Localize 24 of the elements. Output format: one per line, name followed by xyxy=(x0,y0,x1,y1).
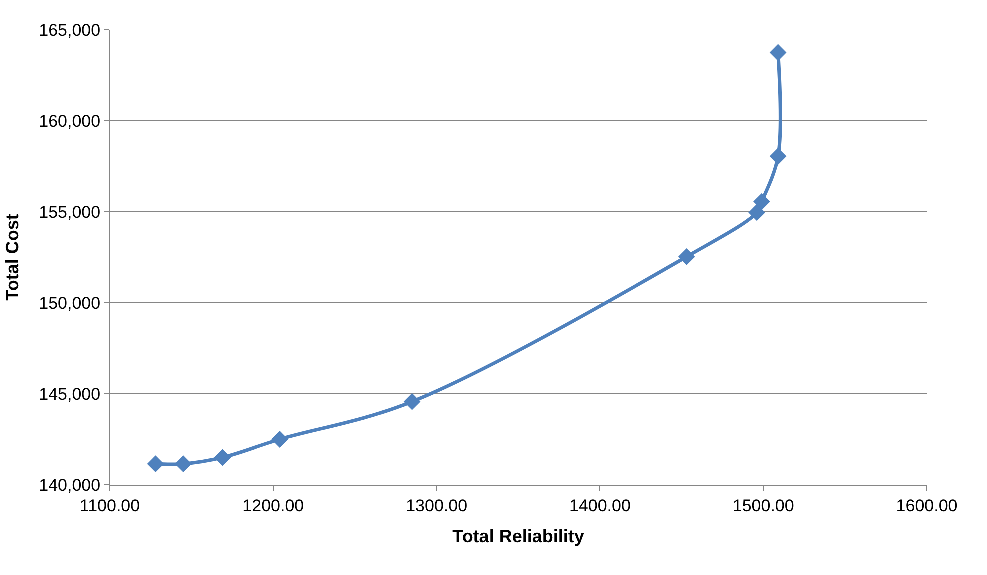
x-tick-label: 1500.00 xyxy=(732,496,794,516)
x-tick-label: 1300.00 xyxy=(406,496,468,516)
x-tick-label: 1100.00 xyxy=(80,496,140,516)
y-tick-label: 160,000 xyxy=(39,112,101,131)
y-tick-label: 140,000 xyxy=(39,476,101,495)
x-tick-label: 1200.00 xyxy=(242,496,304,516)
x-tick-label: 1400.00 xyxy=(569,496,631,516)
y-tick-label: 145,000 xyxy=(39,384,101,404)
point xyxy=(678,248,696,266)
y-tick-label: 155,000 xyxy=(39,202,101,222)
point xyxy=(748,204,766,222)
y-tick-label: 150,000 xyxy=(39,294,101,313)
point xyxy=(754,193,770,210)
point xyxy=(404,393,421,410)
x-tick-label: 1600.00 xyxy=(896,496,958,516)
point xyxy=(147,456,164,473)
point xyxy=(770,148,787,165)
y-axis-title: Total Cost xyxy=(2,214,22,301)
point xyxy=(214,449,232,466)
point xyxy=(770,44,787,62)
y-tick-label: 165,000 xyxy=(39,20,101,40)
point xyxy=(175,456,192,473)
point xyxy=(271,431,288,448)
x-axis-title: Total Reliability xyxy=(452,526,584,546)
